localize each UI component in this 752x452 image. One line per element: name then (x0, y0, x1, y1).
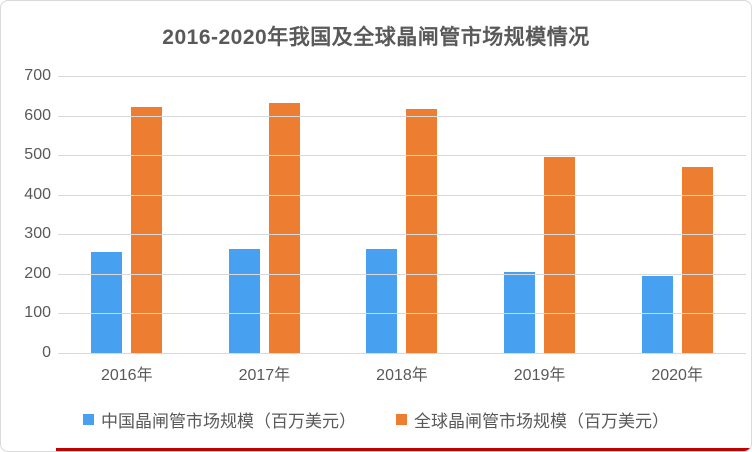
gridline (58, 234, 746, 236)
gridline (58, 115, 746, 117)
bar-china-2020年 (641, 275, 673, 353)
bar-global-2020年 (681, 167, 713, 353)
x-axis-label: 2019年 (513, 367, 566, 384)
bar-china-2018年 (366, 249, 398, 353)
y-axis: 0 100 200 300 400 500 600 700 (7, 67, 51, 361)
legend-swatch-global (396, 414, 407, 425)
bar-pair (641, 76, 713, 353)
y-axis-label: 500 (24, 146, 51, 164)
y-axis-label: 200 (24, 264, 51, 282)
bar-group-2020年 (608, 76, 746, 353)
bar-pair (91, 76, 163, 353)
bar-group-2019年 (471, 76, 609, 353)
bar-group-2016年 (58, 76, 196, 353)
bar-pair (504, 76, 576, 353)
y-axis-label: 700 (24, 67, 51, 84)
legend-label-china: 中国晶闸管市场规模（百万美元） (101, 412, 356, 431)
bar-global-2016年 (131, 106, 163, 353)
x-axis-label: 2020年 (651, 367, 703, 384)
gridline (58, 76, 746, 77)
y-axis-label: 600 (24, 106, 51, 124)
footer-red-line (56, 448, 751, 451)
x-axis-label: 2017年 (238, 367, 291, 384)
legend-swatch-china (83, 414, 94, 425)
legend-item-china: 中国晶闸管市场规模（百万美元） (83, 407, 356, 432)
legend: 中国晶闸管市场规模（百万美元） 全球晶闸管市场规模（百万美元） (1, 407, 751, 432)
legend-label-global: 全球晶闸管市场规模（百万美元） (414, 412, 669, 431)
bar-global-2019年 (544, 157, 576, 353)
bar-china-2017年 (228, 249, 260, 353)
bar-china-2019年 (504, 271, 536, 353)
y-axis-label: 0 (42, 344, 51, 361)
x-axis-label: 2018年 (376, 367, 428, 384)
bar-pair (228, 76, 300, 353)
bar-china-2016年 (91, 252, 123, 353)
bar-groups (58, 76, 746, 353)
gridline (58, 194, 746, 196)
x-axis: 2016年 2017年 2018年 2019年 2020年 (58, 361, 746, 385)
y-axis-label: 400 (24, 185, 51, 203)
bar-global-2018年 (406, 109, 438, 353)
legend-item-global: 全球晶闸管市场规模（百万美元） (396, 407, 669, 432)
x-axis-label: 2016年 (100, 367, 153, 384)
chart-title: 2016-2020年我国及全球晶闸管市场规模情况 (162, 26, 590, 49)
gridline (58, 273, 746, 275)
gridline (58, 313, 746, 315)
plot-area (58, 76, 746, 354)
gridline (58, 155, 746, 157)
bar-group-2018年 (333, 76, 471, 353)
gridline (58, 353, 746, 354)
y-axis-label: 100 (24, 304, 51, 322)
bar-global-2017年 (268, 102, 300, 353)
bar-pair (366, 76, 438, 353)
bar-group-2017年 (196, 76, 334, 353)
y-axis-label: 300 (24, 225, 51, 243)
